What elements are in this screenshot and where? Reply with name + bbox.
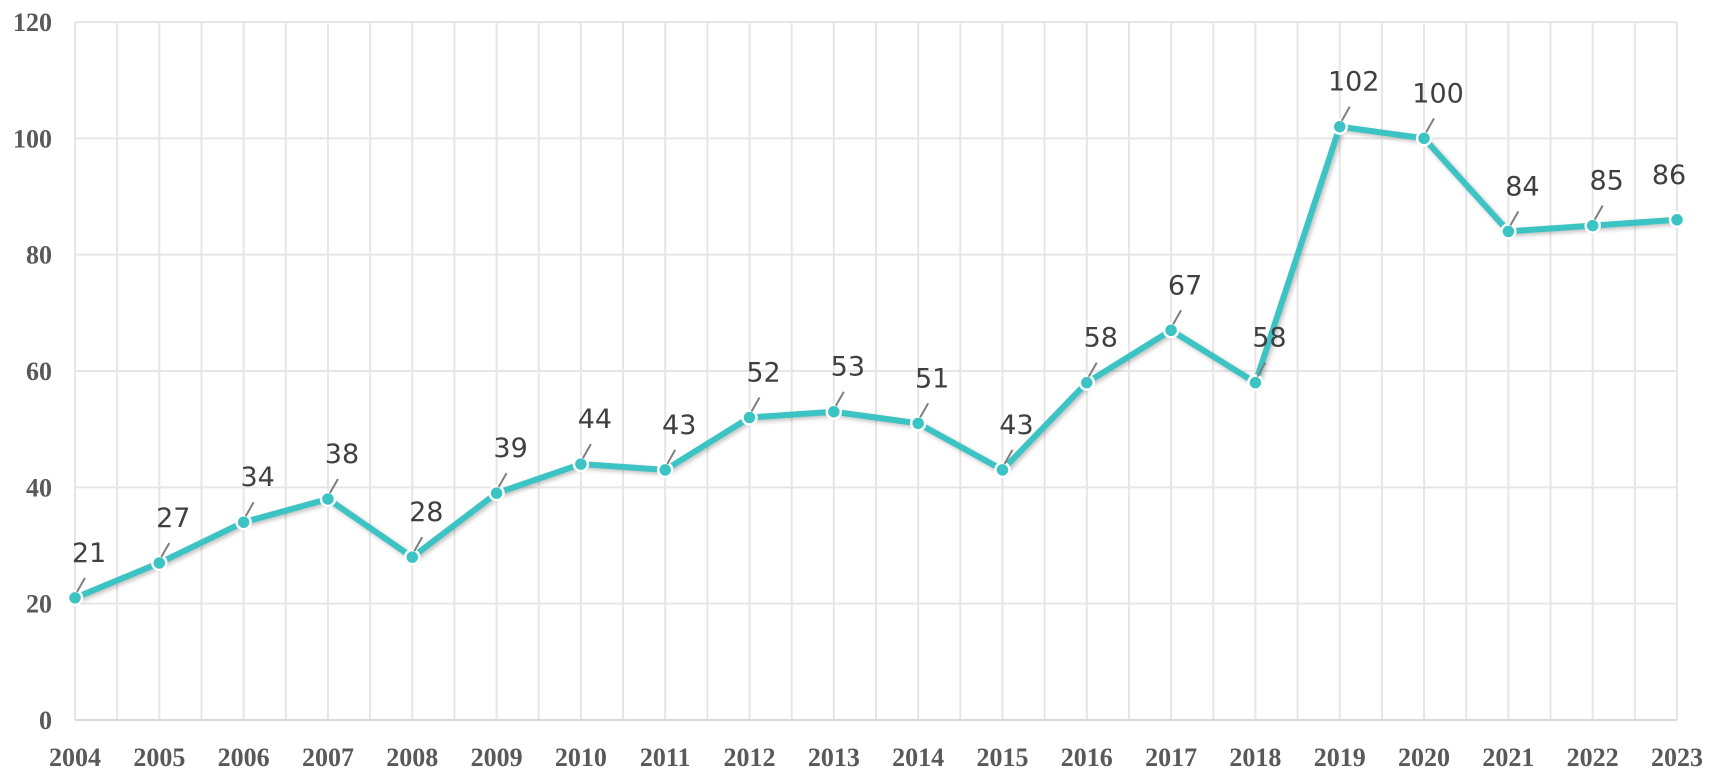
data-point — [994, 461, 1011, 479]
x-tick-label: 2005 — [133, 743, 185, 772]
data-label: 34 — [240, 462, 274, 493]
label-leader-line — [1172, 309, 1182, 325]
x-tick-label: 2015 — [976, 743, 1028, 772]
data-point — [741, 409, 758, 426]
label-leader-line — [1593, 205, 1604, 221]
data-point — [656, 461, 674, 479]
data-point — [151, 554, 168, 572]
data-point — [66, 589, 84, 607]
x-tick-label: 2007 — [302, 743, 354, 772]
data-label: 39 — [493, 433, 527, 464]
data-label: 27 — [156, 503, 190, 534]
x-tick-label: 2023 — [1651, 743, 1703, 772]
x-tick-label: 2020 — [1398, 743, 1450, 772]
label-leader-line — [1003, 449, 1014, 465]
x-tick-label: 2016 — [1061, 743, 1113, 772]
data-label: 100 — [1412, 78, 1464, 109]
x-tick-label: 2008 — [386, 743, 438, 772]
data-label: 86 — [1652, 160, 1686, 191]
x-tick-label: 2014 — [892, 743, 944, 772]
label-leader-line — [160, 542, 171, 558]
data-point — [1162, 322, 1180, 339]
label-leader-line — [1509, 210, 1520, 226]
data-point — [1668, 211, 1686, 229]
y-tick-label: 0 — [39, 706, 52, 735]
label-leader-line — [750, 397, 761, 413]
data-label: 58 — [1084, 323, 1118, 354]
x-tick-label: 2009 — [471, 743, 523, 772]
data-point — [235, 513, 252, 531]
data-label: 84 — [1505, 171, 1539, 202]
label-leader-line — [413, 536, 424, 552]
data-point — [1500, 223, 1517, 240]
y-tick-label: 100 — [13, 124, 52, 153]
label-leader-line — [1425, 117, 1435, 133]
data-label: 38 — [325, 439, 359, 470]
data-point — [909, 415, 927, 432]
data-point — [1584, 217, 1601, 234]
label-leader-line — [582, 443, 592, 459]
data-label: 21 — [72, 538, 106, 569]
x-tick-label: 2004 — [49, 743, 101, 772]
data-point — [1331, 118, 1348, 135]
data-label: 58 — [1252, 323, 1286, 354]
data-point — [1415, 130, 1433, 147]
series — [66, 118, 1686, 607]
label-leader-line — [1256, 362, 1267, 378]
data-point — [825, 403, 843, 420]
x-tick-label: 2018 — [1229, 743, 1281, 772]
y-tick-label: 60 — [26, 357, 52, 386]
label-leader-line — [919, 402, 930, 418]
x-tick-label: 2021 — [1482, 743, 1534, 772]
y-tick-label: 40 — [26, 473, 52, 502]
x-tick-label: 2006 — [218, 743, 270, 772]
axes: 0 20 40 60 80 100 120 2004 2005 2006 2007 2008 2009 2… — [13, 8, 1703, 772]
x-tick-label: 2013 — [808, 743, 860, 772]
data-point — [488, 484, 505, 502]
data-point — [1078, 374, 1096, 391]
data-label: 51 — [915, 363, 949, 394]
label-leader-line — [834, 391, 845, 407]
label-leader-line — [329, 478, 339, 494]
y-tick-label: 120 — [13, 8, 52, 37]
label-leader-line — [666, 449, 677, 465]
data-label: 44 — [578, 404, 612, 435]
x-tick-label: 2011 — [640, 743, 691, 772]
label-leader-line — [244, 501, 255, 517]
y-tick-label: 20 — [26, 590, 52, 619]
x-tick-label: 2012 — [724, 743, 776, 772]
data-label: 67 — [1168, 270, 1202, 301]
data-label: 28 — [409, 497, 443, 528]
data-point — [404, 548, 421, 566]
grid — [74, 21, 1678, 721]
data-point — [319, 490, 337, 508]
y-tick-label: 80 — [26, 241, 52, 270]
data-labels: 21 27 34 38 28 39 44 43 52 53 51 43 58 67 58 102 100 84 85… — [72, 67, 1686, 593]
label-leader-line — [76, 577, 86, 593]
series-line — [72, 123, 1680, 601]
data-point — [572, 455, 590, 473]
label-leader-line — [497, 472, 508, 488]
data-point — [1247, 374, 1264, 391]
x-tick-label: 2010 — [555, 743, 607, 772]
data-label: 85 — [1590, 166, 1624, 197]
data-label: 53 — [831, 352, 865, 383]
x-tick-label: 2017 — [1145, 743, 1197, 772]
data-label: 102 — [1328, 67, 1380, 98]
label-leader-line — [1087, 362, 1098, 378]
x-tick-label: 2022 — [1567, 743, 1619, 772]
data-label: 43 — [999, 410, 1033, 441]
x-tick-label: 2019 — [1314, 743, 1366, 772]
data-label: 43 — [662, 410, 696, 441]
data-label: 52 — [746, 358, 780, 389]
label-leader-line — [1340, 106, 1351, 122]
